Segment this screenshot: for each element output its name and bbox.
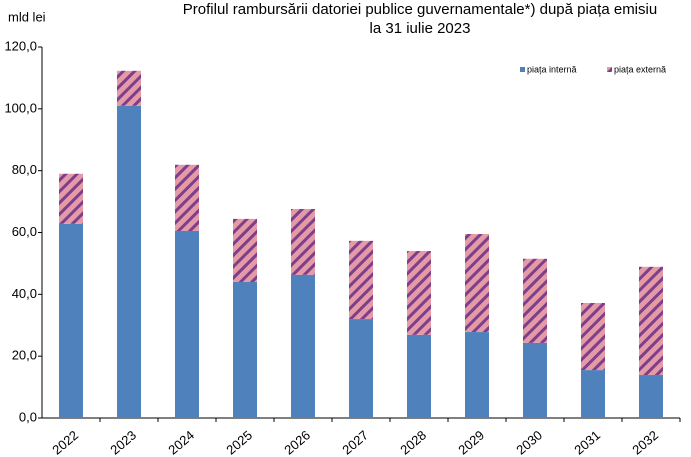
- bar-segment: [233, 218, 257, 282]
- bar-segment: [117, 105, 141, 418]
- bar-segment: [407, 251, 431, 335]
- x-tick-label: 2025: [223, 427, 255, 457]
- bar-segment: [117, 70, 141, 106]
- x-tick-label: 2031: [571, 427, 603, 457]
- bar-segment: [407, 334, 431, 418]
- bar-segment: [639, 266, 663, 376]
- y-tick-label: 80,0: [12, 162, 37, 177]
- x-tick-label: 2027: [339, 427, 371, 457]
- x-tick-label: 2030: [513, 427, 545, 457]
- y-tick-label: 100,0: [4, 100, 37, 115]
- chart-title: la 31 iulie 2023: [370, 20, 471, 37]
- chart-title: Profilul rambursării datoriei publice gu…: [183, 1, 657, 18]
- bar-segment: [523, 258, 547, 343]
- bar-segment: [581, 370, 605, 418]
- y-tick-label: 40,0: [12, 286, 37, 301]
- bar-segment: [465, 234, 489, 333]
- legend-swatch: [607, 67, 612, 72]
- bar-segment: [291, 274, 315, 418]
- y-axis-label: mld lei: [8, 9, 46, 24]
- x-tick-label: 2029: [455, 427, 487, 457]
- x-tick-label: 2023: [107, 427, 139, 457]
- y-tick-label: 0,0: [19, 409, 37, 424]
- y-tick-label: 120,0: [4, 38, 37, 53]
- bar-segment: [291, 209, 315, 275]
- legend-label: piața internă: [527, 64, 577, 74]
- bar-segment: [59, 223, 83, 418]
- bar-segment: [349, 319, 373, 418]
- x-tick-label: 2026: [281, 427, 313, 457]
- bar-segment: [581, 302, 605, 371]
- bar-segment: [175, 164, 199, 231]
- x-tick-label: 2024: [165, 427, 197, 457]
- bar-segment: [175, 230, 199, 418]
- y-tick-label: 20,0: [12, 348, 37, 363]
- legend-label: piața externă: [614, 64, 666, 74]
- bar-segment: [639, 375, 663, 418]
- bar-segment: [59, 173, 83, 224]
- bar-segment: [349, 240, 373, 320]
- legend-swatch: [520, 67, 525, 72]
- bar-segment: [523, 342, 547, 418]
- bar-segment: [465, 332, 489, 418]
- x-tick-label: 2032: [629, 427, 661, 457]
- y-tick-label: 60,0: [12, 224, 37, 239]
- x-tick-label: 2022: [49, 427, 81, 457]
- x-tick-label: 2028: [397, 427, 429, 457]
- bar-segment: [233, 281, 257, 418]
